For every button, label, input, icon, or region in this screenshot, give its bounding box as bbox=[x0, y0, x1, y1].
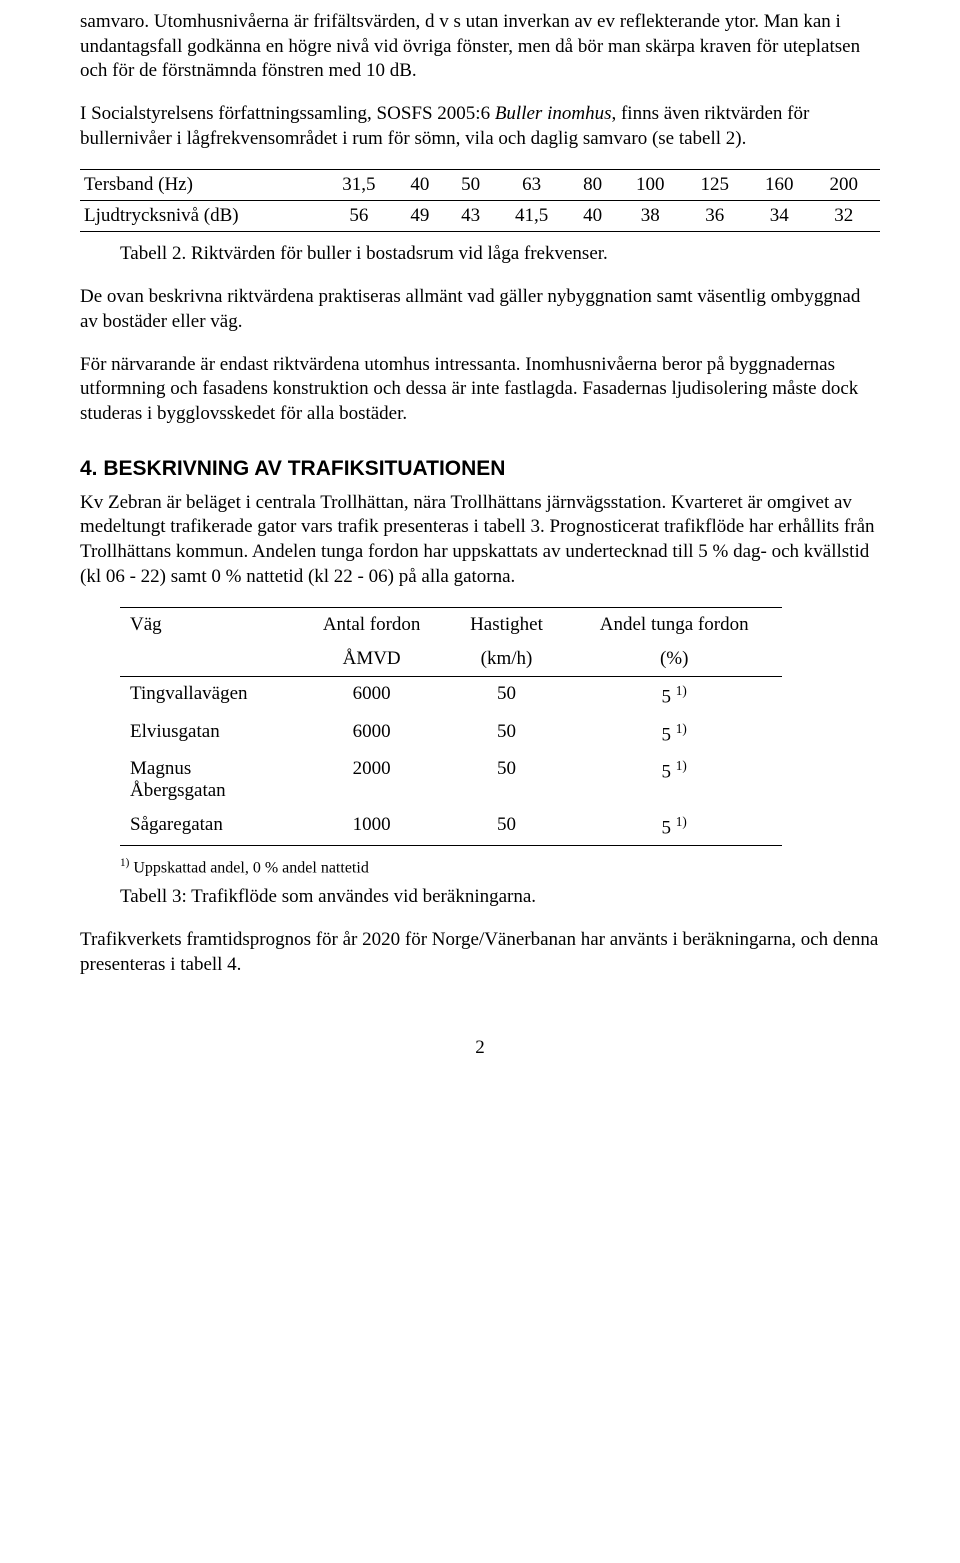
cell: 32 bbox=[815, 201, 880, 232]
text: 5 bbox=[662, 761, 672, 782]
cell: 36 bbox=[687, 201, 751, 232]
table-header-row: Väg Antal fordon Hastighet Andel tunga f… bbox=[120, 608, 782, 643]
cell: 200 bbox=[815, 170, 880, 201]
cell: 1000 bbox=[296, 808, 447, 846]
paragraph: De ovan beskrivna riktvärdena praktisera… bbox=[80, 285, 880, 334]
cell: 5 1) bbox=[566, 808, 782, 846]
header-cell bbox=[120, 642, 296, 677]
table-row: Elviusgatan 6000 50 5 1) bbox=[120, 715, 782, 752]
table-footnote: 1) Uppskattad andel, 0 % andel nattetid bbox=[120, 856, 840, 879]
cell: 125 bbox=[687, 170, 751, 201]
header-cell: Väg bbox=[120, 608, 296, 643]
cell: 34 bbox=[751, 201, 815, 232]
cell: 50 bbox=[447, 677, 566, 715]
text: Uppskattad andel, 0 % andel nattetid bbox=[129, 860, 368, 877]
header-cell: ÅMVD bbox=[296, 642, 447, 677]
superscript: 1) bbox=[676, 758, 687, 773]
cell: Elviusgatan bbox=[120, 715, 296, 752]
page-number: 2 bbox=[80, 1037, 880, 1059]
table-row: MagnusÅbergsgatan 2000 50 5 1) bbox=[120, 752, 782, 808]
cell: 40 bbox=[571, 201, 622, 232]
superscript: 1) bbox=[676, 721, 687, 736]
table-row: Tingvallavägen 6000 50 5 1) bbox=[120, 677, 782, 715]
cell: 100 bbox=[622, 170, 686, 201]
text: Magnus bbox=[130, 758, 191, 779]
superscript: 1) bbox=[676, 814, 687, 829]
cell: 49 bbox=[399, 201, 450, 232]
cell: 50 bbox=[449, 170, 500, 201]
text: I Socialstyrelsens författningssamling, … bbox=[80, 103, 495, 124]
header-cell: (km/h) bbox=[447, 642, 566, 677]
tersband-table: Tersband (Hz) 31,5 40 50 63 80 100 125 1… bbox=[80, 169, 880, 232]
header-cell: Hastighet bbox=[447, 608, 566, 643]
cell: 38 bbox=[622, 201, 686, 232]
cell: 50 bbox=[447, 808, 566, 846]
cell-label: Ljudtrycksnivå (dB) bbox=[80, 201, 327, 232]
cell: 80 bbox=[571, 170, 622, 201]
paragraph: Trafikverkets framtidsprognos för år 202… bbox=[80, 928, 880, 977]
table-header-row: ÅMVD (km/h) (%) bbox=[120, 642, 782, 677]
section-heading: 4. BESKRIVNING AV TRAFIKSITUATIONEN bbox=[80, 457, 880, 481]
superscript: 1) bbox=[676, 683, 687, 698]
table-caption: Tabell 2. Riktvärden för buller i bostad… bbox=[120, 242, 840, 267]
cell: 63 bbox=[500, 170, 571, 201]
cell: Sågaregatan bbox=[120, 808, 296, 846]
cell: 40 bbox=[399, 170, 450, 201]
header-cell: (%) bbox=[566, 642, 782, 677]
cell-label: Tersband (Hz) bbox=[80, 170, 327, 201]
paragraph: I Socialstyrelsens författningssamling, … bbox=[80, 102, 880, 151]
cell: 43 bbox=[449, 201, 500, 232]
italic-text: Buller inomhus bbox=[495, 103, 612, 124]
cell: 50 bbox=[447, 752, 566, 808]
table-row: Ljudtrycksnivå (dB) 56 49 43 41,5 40 38 … bbox=[80, 201, 880, 232]
table-row: Sågaregatan 1000 50 5 1) bbox=[120, 808, 782, 846]
paragraph: Kv Zebran är beläget i centrala Trollhät… bbox=[80, 491, 880, 590]
cell: 2000 bbox=[296, 752, 447, 808]
document-page: samvaro. Utomhusnivåerna är frifältsvärd… bbox=[0, 0, 960, 1099]
cell: 160 bbox=[751, 170, 815, 201]
cell: 41,5 bbox=[500, 201, 571, 232]
cell: Tingvallavägen bbox=[120, 677, 296, 715]
table-caption: Tabell 3: Trafikflöde som användes vid b… bbox=[120, 885, 840, 910]
cell: 31,5 bbox=[327, 170, 398, 201]
header-cell: Andel tunga fordon bbox=[566, 608, 782, 643]
cell: 5 1) bbox=[566, 715, 782, 752]
paragraph: För närvarande är endast riktvärdena uto… bbox=[80, 353, 880, 427]
text: 5 bbox=[662, 817, 672, 838]
cell: 6000 bbox=[296, 715, 447, 752]
table-row: Tersband (Hz) 31,5 40 50 63 80 100 125 1… bbox=[80, 170, 880, 201]
cell: 5 1) bbox=[566, 752, 782, 808]
cell: 56 bbox=[327, 201, 398, 232]
cell: 50 bbox=[447, 715, 566, 752]
cell: 6000 bbox=[296, 677, 447, 715]
paragraph: samvaro. Utomhusnivåerna är frifältsvärd… bbox=[80, 10, 880, 84]
text: 5 bbox=[662, 724, 672, 745]
cell: MagnusÅbergsgatan bbox=[120, 752, 296, 808]
header-cell: Antal fordon bbox=[296, 608, 447, 643]
cell: 5 1) bbox=[566, 677, 782, 715]
traffic-table: Väg Antal fordon Hastighet Andel tunga f… bbox=[120, 607, 782, 846]
text: 5 bbox=[662, 687, 672, 708]
superscript: 1) bbox=[120, 857, 129, 869]
text: Åbergsgatan bbox=[130, 780, 226, 801]
